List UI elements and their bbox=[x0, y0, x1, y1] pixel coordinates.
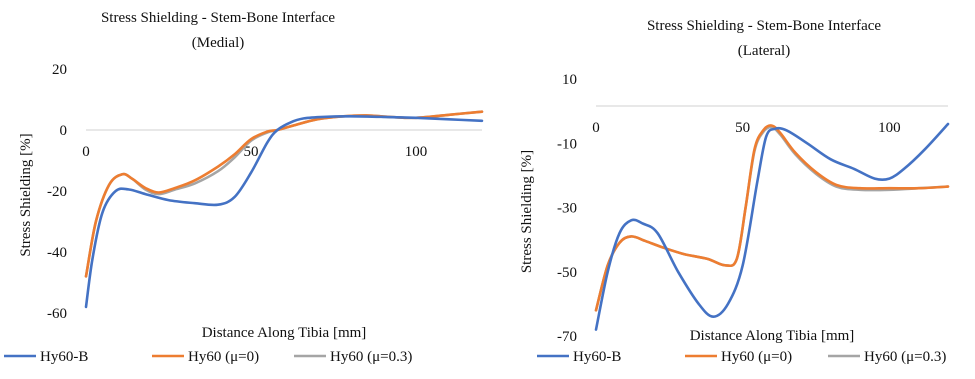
chart-title: Stress Shielding - Stem-Bone Interface bbox=[647, 18, 881, 34]
y-tick-label: -20 bbox=[47, 184, 67, 200]
legend-label: Hy60-B bbox=[573, 349, 621, 365]
chart-subtitle: (Lateral) bbox=[738, 43, 790, 59]
legend-item: Hy60 (μ=0.3) bbox=[294, 349, 412, 365]
y-tick-label: -60 bbox=[47, 306, 67, 322]
legend-item: Hy60 (μ=0) bbox=[152, 349, 259, 365]
chart-medial: Stress Shielding - Stem-Bone Interface (M… bbox=[4, 10, 484, 365]
y-tick-label: -50 bbox=[557, 265, 577, 281]
legend-item: Hy60-B bbox=[4, 349, 88, 365]
x-axis-label: Distance Along Tibia [mm] bbox=[202, 325, 367, 341]
legend-label: Hy60 (μ=0.3) bbox=[330, 349, 412, 365]
legend-label: Hy60 (μ=0) bbox=[188, 349, 259, 365]
x-tick-label: 0 bbox=[592, 120, 600, 136]
legend-label: Hy60 (μ=0) bbox=[721, 349, 792, 365]
x-tick-label: 100 bbox=[878, 120, 901, 136]
series-line-hy60-0- bbox=[594, 124, 950, 312]
y-tick-label: -70 bbox=[557, 329, 577, 345]
x-tick-label: 0 bbox=[82, 144, 90, 160]
legend-item: Hy60-B bbox=[537, 349, 621, 365]
x-axis-label: Distance Along Tibia [mm] bbox=[690, 328, 855, 344]
legend-label: Hy60 (μ=0.3) bbox=[864, 349, 946, 365]
x-tick-label: 100 bbox=[405, 144, 428, 160]
series-line-hy60-b bbox=[594, 122, 950, 331]
y-axis-label: Stress Shielding [%] bbox=[519, 150, 535, 273]
y-axis-label: Stress Shielding [%] bbox=[18, 133, 34, 256]
legend-item: Hy60 (μ=0.3) bbox=[828, 349, 946, 365]
series-line-hy60-0-3- bbox=[594, 125, 950, 312]
legend-item: Hy60 (μ=0) bbox=[685, 349, 792, 365]
y-tick-label: -40 bbox=[47, 245, 67, 261]
y-tick-label: 0 bbox=[60, 123, 68, 139]
series-line-hy60-b bbox=[84, 115, 484, 309]
chart-lateral: Stress Shielding - Stem-Bone Interface (L… bbox=[519, 18, 950, 365]
y-tick-label: -30 bbox=[557, 201, 577, 217]
chart-subtitle: (Medial) bbox=[192, 35, 244, 51]
y-tick-label: 10 bbox=[562, 72, 577, 88]
x-tick-label: 50 bbox=[735, 120, 750, 136]
legend-label: Hy60-B bbox=[40, 349, 88, 365]
x-tick-label: 50 bbox=[244, 144, 259, 160]
chart-title: Stress Shielding - Stem-Bone Interface bbox=[101, 10, 335, 26]
y-tick-label: 20 bbox=[52, 62, 67, 78]
y-tick-label: -10 bbox=[557, 136, 577, 152]
